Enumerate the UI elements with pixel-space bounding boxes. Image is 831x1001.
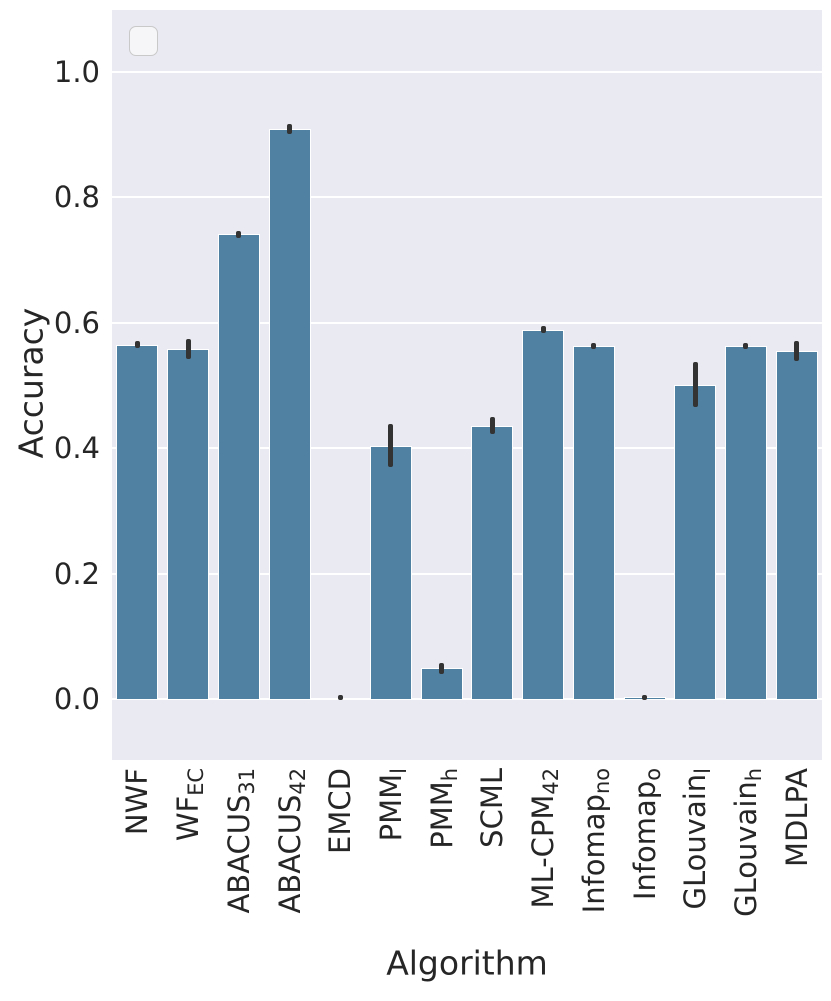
bar-GLouvain_l [674,384,717,699]
gridline [112,572,822,575]
error-bar-ABACUS_42 [287,124,292,135]
x-tick-label-SCML: SCML [475,768,510,848]
error-bar-WF_EC [185,339,191,360]
error-bar-EMCD [337,695,343,701]
error-bar-NWF [134,340,140,349]
bar-Infomap_no [572,345,615,699]
x-tick-label-GLouvain_h: GLouvainh [728,768,767,917]
x-axis-label: Algorithm [386,943,548,983]
y-tick-label: 0.2 [53,556,100,591]
x-tick-label-GLouvain_l: GLouvainl [678,768,716,910]
error-bar-PMM_h [439,662,445,674]
gridline [112,447,822,450]
bar-SCML [471,425,514,699]
x-tick-label-PMM_h: PMMh [424,768,462,849]
error-bar-Infomap_o [642,694,647,700]
y-tick-label: 0.8 [53,180,100,215]
error-bar-PMM_l [388,424,394,467]
x-tick-label-MDLPA: MDLPA [779,768,814,867]
x-tick-label-ML-CPM_42: ML-CPM42 [526,768,564,909]
x-tick-label-NWF: NWF [120,768,155,836]
gridline [112,196,822,199]
bar-WF_EC [167,349,210,699]
x-tick-label-ABACUS_42: ABACUS42 [272,768,310,914]
error-bar-Infomap_no [591,343,597,349]
error-bar-ABACUS_31 [236,231,242,238]
error-bar-ML-CPM_42 [540,325,546,334]
bar-ABACUS_42 [268,129,311,699]
x-tick-label-PMM_l: PMMl [373,768,412,842]
gridline [112,698,822,700]
error-bar-GLouvain_h [743,343,749,349]
plot-area [112,10,822,760]
bar-ML-CPM_42 [522,329,565,699]
gridline [112,71,822,73]
y-tick-label: 0.4 [53,431,100,466]
bar-MDLPA [775,351,818,699]
y-tick-label: 0.0 [53,682,100,716]
x-tick-label-ABACUS_31: ABACUS31 [221,768,259,914]
bar-PMM_l [369,445,412,699]
y-tick-label: 0.6 [53,305,100,340]
error-bar-MDLPA [794,340,800,362]
gridline [112,321,822,324]
bar-GLouvain_h [724,345,767,699]
y-axis-label: Accuracy [11,307,51,459]
x-tick-label-Infomap_no: Infomapno [576,768,614,914]
x-tick-label-EMCD: EMCD [323,768,358,854]
error-bar-GLouvain_l [692,362,698,408]
legend-box [129,26,158,56]
x-tick-label-WF_EC: WFEC [171,768,209,842]
x-tick-label-Infomap_o: Infomapo [627,768,665,901]
bar-NWF [116,344,159,699]
bar-ABACUS_31 [217,234,260,699]
error-bar-SCML [489,416,495,435]
y-tick-label: 1.0 [53,55,100,89]
